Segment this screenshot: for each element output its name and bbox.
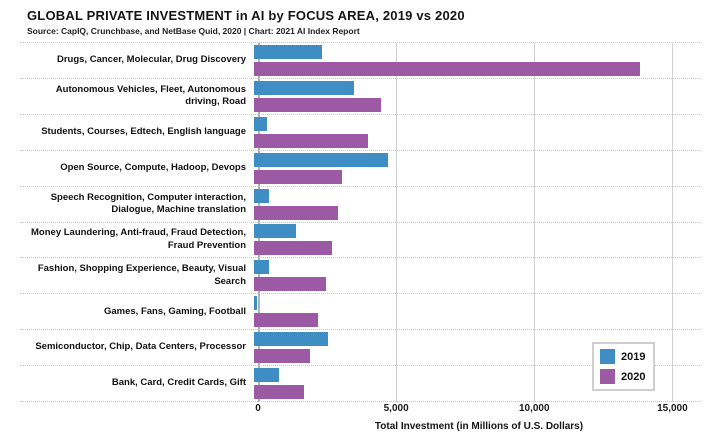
legend-entry: 2020 [600,369,645,384]
bar-cell [252,115,700,150]
legend-swatch-icon [600,349,615,364]
chart-row: Money Laundering, Anti-fraud, Fraud Dete… [20,223,700,259]
bar-2020 [254,241,333,256]
bar-cell [252,294,700,329]
bar-2020 [254,277,327,292]
bar-cell [252,366,700,401]
category-label: Open Source, Compute, Hadoop, Devops [60,161,246,173]
bar-2019 [254,116,267,131]
category-label: Money Laundering, Anti-fraud, Fraud Dete… [31,227,246,251]
chart-row: Drugs, Cancer, Molecular, Drug Discovery [20,43,700,79]
x-tick-label: 10,000 [518,403,550,414]
bar-2020 [254,97,381,112]
bar-2020 [254,61,641,76]
bar-2019 [254,368,280,383]
bar-2019 [254,80,355,95]
x-tick-label: 5,000 [383,403,409,414]
bar-cell [252,187,700,222]
category-label: Bank, Card, Credit Cards, Gift [111,377,246,389]
bar-2020 [254,349,310,364]
legend: 2019 2020 [592,342,656,391]
chart-title: GLOBAL PRIVATE INVESTMENT in AI by FOCUS… [27,8,465,23]
legend-label: 2020 [621,370,646,383]
bar-2019 [254,224,296,239]
legend-label: 2019 [621,350,646,363]
bar-2019 [254,260,270,275]
bar-cell [252,79,700,114]
chart-source-caption: Source: CapIQ, Crunchbase, and NetBase Q… [27,26,360,36]
bar-cell [252,151,700,186]
bar-2020 [254,169,342,184]
category-label: Autonomous Vehicles, Fleet, Autonomous d… [55,83,246,108]
bar-cell [252,223,700,258]
category-label: Games, Fans, Gaming, Football [104,305,246,317]
bar-2019 [254,152,388,167]
chart-rows: Drugs, Cancer, Molecular, Drug Discovery… [20,43,700,403]
category-label: Speech Recognition, Computer interaction… [50,191,246,216]
bar-2019 [254,296,257,311]
bar-2019 [254,332,328,347]
x-axis-title: Total Investment (in Millions of U.S. Do… [374,421,584,432]
chart-row: Fashion, Shopping Experience, Beauty, Vi… [20,258,700,295]
bar-2019 [254,188,270,203]
bar-2019 [254,44,323,59]
category-label: Semiconductor, Chip, Data Centers, Proce… [35,341,246,353]
bar-cell [252,43,700,78]
legend-entry: 2019 [600,349,645,364]
plot-area: Drugs, Cancer, Molecular, Drug Discovery… [20,42,700,403]
category-label: Students, Courses, Edtech, English langu… [41,126,246,138]
category-label: Fashion, Shopping Experience, Beauty, Vi… [37,263,246,287]
category-label: Drugs, Cancer, Molecular, Drug Discovery [56,54,246,66]
bar-2020 [254,133,369,148]
x-tick-label: 15,000 [657,403,688,414]
chart-row: Bank, Card, Credit Cards, Gift [20,366,700,403]
x-axis-ticks: 0 5,000 10,000 15,000 [255,403,700,417]
chart-row: Autonomous Vehicles, Fleet, Autonomous d… [20,79,700,115]
chart-row: Games, Fans, Gaming, Football [20,294,700,331]
legend-swatch-icon [600,369,615,384]
bar-cell [252,258,700,293]
chart-row: Semiconductor, Chip, Data Centers, Proce… [20,330,700,367]
chart-row: Speech Recognition, Computer interaction… [20,187,700,223]
bar-cell [252,330,700,365]
bar-2020 [254,385,305,400]
chart-row: Students, Courses, Edtech, English langu… [20,115,700,151]
bar-2020 [254,205,338,220]
x-tick-label: 0 [255,403,261,414]
chart-row: Open Source, Compute, Hadoop, Devops [20,151,700,187]
bar-2020 [254,313,319,328]
